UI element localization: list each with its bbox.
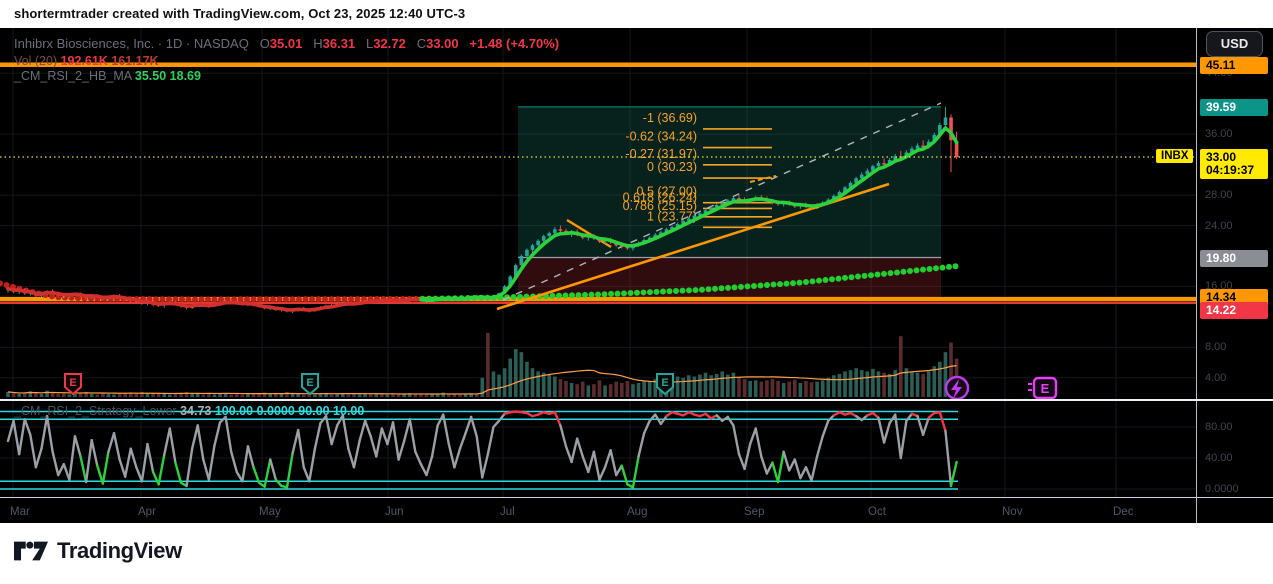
oscillator-tick: 40.00 <box>1205 452 1233 464</box>
last-price-badge: 33.00 04:19:37 <box>1200 149 1268 179</box>
svg-text:Aug: Aug <box>627 506 647 518</box>
earnings-icon[interactable]: E <box>656 373 674 396</box>
footer-bar: TradingView <box>0 523 1273 584</box>
svg-text:0.786 (25.15): 0.786 (25.15) <box>623 199 697 213</box>
oscillator-tick: 0.0000 <box>1205 483 1239 495</box>
oscillator-pane <box>0 410 958 490</box>
price-tick: 4.00 <box>1205 371 1227 384</box>
price-level-badge: 14.34 <box>1200 289 1268 307</box>
long-position-tool <box>518 106 941 300</box>
price-tick: 24.00 <box>1205 219 1233 232</box>
tradingview-logo-icon <box>14 541 48 561</box>
svg-text:Mar: Mar <box>10 506 30 518</box>
tradingview-logo: TradingView <box>14 537 182 565</box>
svg-text:E: E <box>1041 381 1050 396</box>
svg-text:0.5 (27.00): 0.5 (27.00) <box>637 185 697 199</box>
price-tick: 8.00 <box>1205 341 1227 354</box>
svg-text:E: E <box>661 377 668 389</box>
attribution-bar: shortermtrader created with TradingView.… <box>0 0 1273 28</box>
svg-text:-1 (36.69): -1 (36.69) <box>643 111 697 125</box>
svg-text:E: E <box>69 377 76 389</box>
attribution-text: shortermtrader created with TradingView.… <box>14 6 466 21</box>
price-axis[interactable]: USD 44.0036.0028.0024.0016.008.004.0080.… <box>1196 28 1273 523</box>
svg-text:1 (23.77): 1 (23.77) <box>647 209 697 223</box>
tradingview-wordmark: TradingView <box>57 538 182 563</box>
upcoming-earnings-icon[interactable]: E <box>1028 376 1058 400</box>
price-level-badge: 19.80 <box>1200 249 1268 267</box>
volume-bars <box>6 333 959 397</box>
price-level-badge: 45.11 <box>1200 56 1268 74</box>
price-level-badge: 14.22 <box>1200 301 1268 319</box>
flash-event-icon[interactable] <box>944 375 970 401</box>
svg-text:May: May <box>259 506 281 518</box>
svg-text:0 (30.23): 0 (30.23) <box>647 160 697 174</box>
svg-text:E: E <box>306 377 313 389</box>
svg-text:-0.62 (34.24): -0.62 (34.24) <box>625 130 697 144</box>
time-axis: Mar Apr May Jun Jul Aug Sep Oct Nov Dec <box>10 506 1134 518</box>
svg-text:Apr: Apr <box>138 506 156 518</box>
pane-separator[interactable] <box>0 399 1273 401</box>
fib-retracement: -1 (36.69) -0.62 (34.24) -0.27 (31.97)0 (3… <box>623 111 772 229</box>
svg-text:Jul: Jul <box>500 506 515 518</box>
oscillator-tick: 80.00 <box>1205 421 1233 433</box>
svg-text:Nov: Nov <box>1002 506 1023 518</box>
svg-text:Dec: Dec <box>1113 506 1134 518</box>
earnings-icon[interactable]: E <box>301 373 319 396</box>
price-tick: 36.00 <box>1205 128 1233 141</box>
chart-canvas[interactable]: -1 (36.69) -0.62 (34.24) -0.27 (31.97)0 (3… <box>0 28 1196 523</box>
price-tick: 28.00 <box>1205 189 1233 202</box>
svg-text:0.618 (26.24): 0.618 (26.24) <box>623 190 697 204</box>
earnings-icon[interactable]: E <box>64 373 82 396</box>
svg-text:Oct: Oct <box>868 506 887 518</box>
axis-separator <box>0 497 1273 498</box>
svg-text:Jun: Jun <box>385 506 404 518</box>
svg-text:Sep: Sep <box>744 506 764 518</box>
fast-ma-line <box>6 126 959 312</box>
price-level-badge: 39.59 <box>1200 98 1268 116</box>
svg-text:-0.27 (31.97): -0.27 (31.97) <box>625 147 697 161</box>
chart-area[interactable]: -1 (36.69) -0.62 (34.24) -0.27 (31.97) 0 (3… <box>0 28 1273 523</box>
currency-toggle-button[interactable]: USD <box>1206 31 1263 57</box>
symbol-price-label: INBX <box>1156 149 1194 163</box>
